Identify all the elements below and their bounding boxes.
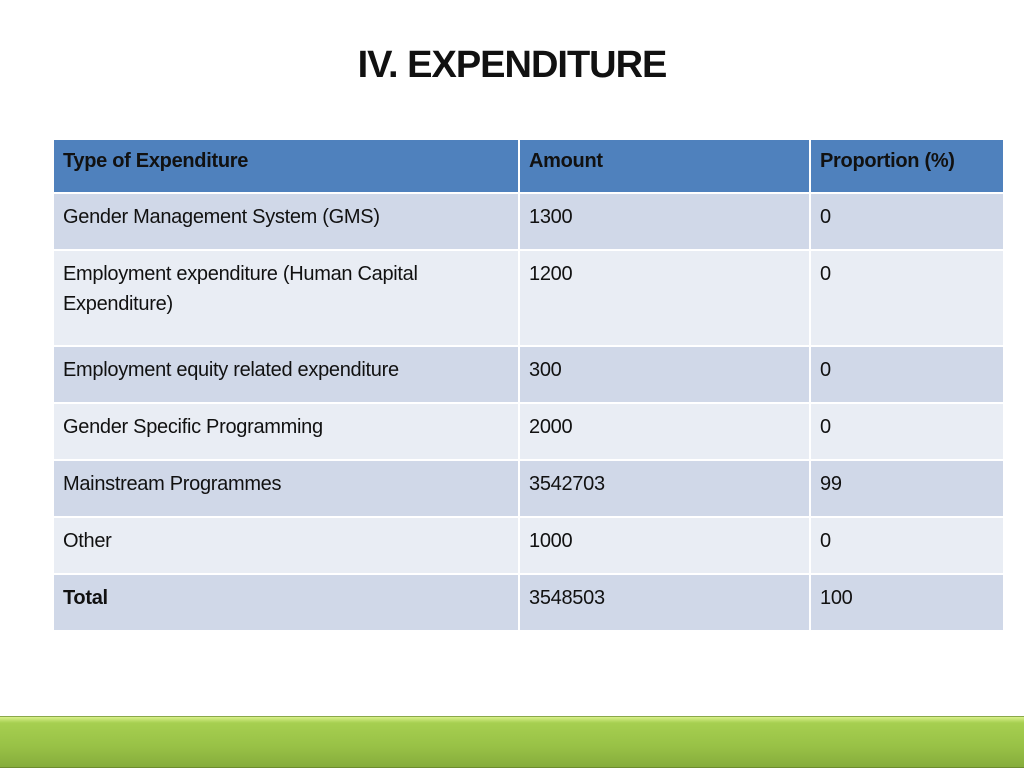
footer-bar [0, 716, 1024, 768]
cell-proportion: 0 [809, 345, 1005, 404]
cell-amount: 2000 [518, 402, 811, 461]
cell-proportion: 99 [809, 459, 1005, 518]
cell-type: Gender Specific Programming [52, 402, 520, 461]
cell-type: Employment equity related expenditure [52, 345, 520, 404]
table-row: Gender Management System (GMS) 1300 0 [52, 192, 1005, 251]
cell-type: Employment expenditure (Human Capital Ex… [52, 249, 520, 347]
table-row: Mainstream Programmes 3542703 99 [52, 459, 1005, 518]
table-row-total: Total 3548503 100 [52, 573, 1005, 632]
table-header-row: Type of Expenditure Amount Proportion (%… [52, 138, 1005, 194]
cell-amount: 1200 [518, 249, 811, 347]
cell-amount: 3542703 [518, 459, 811, 518]
table-row: Employment equity related expenditure 30… [52, 345, 1005, 404]
header-amount: Amount [518, 138, 811, 194]
cell-proportion: 0 [809, 516, 1005, 575]
cell-type: Mainstream Programmes [52, 459, 520, 518]
header-type: Type of Expenditure [52, 138, 520, 194]
cell-type: Other [52, 516, 520, 575]
cell-type: Total [52, 573, 520, 632]
table-row: Other 1000 0 [52, 516, 1005, 575]
header-proportion: Proportion (%) [809, 138, 1005, 194]
cell-proportion: 0 [809, 249, 1005, 347]
cell-proportion: 0 [809, 192, 1005, 251]
table-row: Gender Specific Programming 2000 0 [52, 402, 1005, 461]
expenditure-table: Type of Expenditure Amount Proportion (%… [52, 138, 1005, 632]
slide-title: IV. EXPENDITURE [357, 44, 668, 86]
table-row: Employment expenditure (Human Capital Ex… [52, 249, 1005, 347]
cell-amount: 1300 [518, 192, 811, 251]
cell-amount: 300 [518, 345, 811, 404]
cell-amount: 3548503 [518, 573, 811, 632]
cell-proportion: 100 [809, 573, 1005, 632]
cell-proportion: 0 [809, 402, 1005, 461]
cell-type: Gender Management System (GMS) [52, 192, 520, 251]
cell-amount: 1000 [518, 516, 811, 575]
